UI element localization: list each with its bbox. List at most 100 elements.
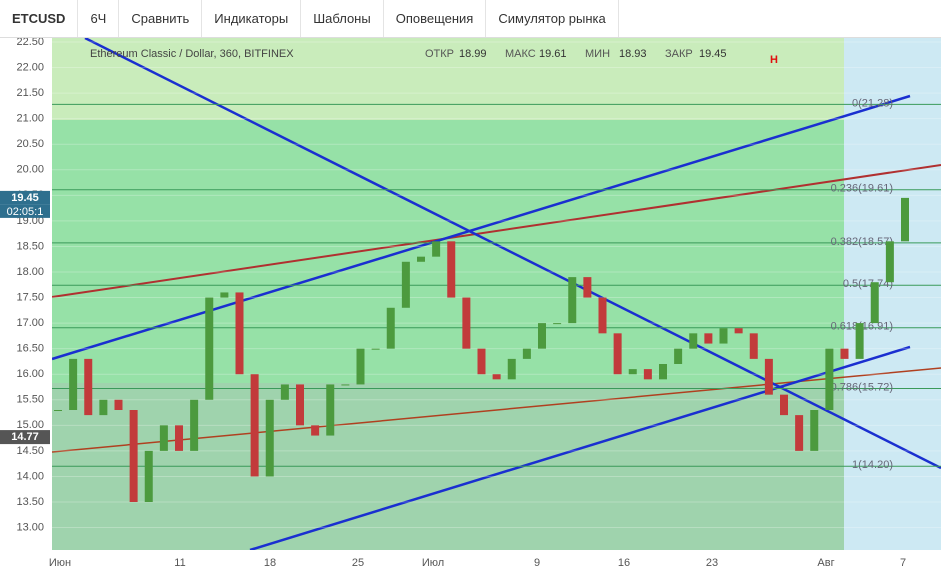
right-zone <box>844 38 941 550</box>
candle <box>522 348 531 359</box>
candle <box>749 333 758 359</box>
y-tick-label: 20.00 <box>16 164 44 176</box>
y-tick-label: 16.00 <box>16 368 44 380</box>
candle <box>417 256 425 262</box>
candle <box>764 358 773 395</box>
tool[interactable]: Сравнить <box>119 0 203 37</box>
candle <box>386 307 395 349</box>
candle <box>477 348 486 375</box>
candle <box>583 277 592 298</box>
price-badge <box>0 430 50 445</box>
legend-label: ОТКР <box>425 48 454 60</box>
x-tick-label: Июл <box>422 557 444 569</box>
chart: Ethereum Classic / Dollar, 360, BITFINEX… <box>0 38 941 571</box>
legend-title: Ethereum Classic / Dollar, 360, BITFINEX <box>90 48 294 60</box>
candle <box>311 425 320 436</box>
fib-label: 0.5(17.74) <box>843 278 893 290</box>
candle <box>674 348 683 364</box>
candle <box>507 358 516 380</box>
tool[interactable]: Оповещения <box>384 0 487 37</box>
candle <box>296 384 304 426</box>
candle <box>356 348 365 385</box>
interval[interactable]: 6Ч <box>78 0 120 37</box>
candle <box>704 333 713 344</box>
candle <box>795 415 804 451</box>
candle <box>326 384 335 436</box>
candle <box>840 348 849 359</box>
x-tick-label: 18 <box>264 557 276 569</box>
candle <box>280 384 289 400</box>
candle <box>855 323 864 359</box>
x-tick-label: 11 <box>174 557 185 569</box>
candle <box>538 323 546 349</box>
candle <box>659 364 667 380</box>
candle <box>901 197 909 242</box>
legend-value: 18.93 <box>619 48 647 60</box>
x-tick-label: 25 <box>352 557 364 569</box>
candle <box>220 292 229 298</box>
price-badge-label: 14.77 <box>11 431 39 443</box>
tool[interactable]: Индикаторы <box>202 0 302 37</box>
candle <box>159 425 168 451</box>
candle <box>69 358 78 410</box>
trend-line <box>84 38 941 470</box>
candle <box>54 410 62 411</box>
candle <box>885 241 894 283</box>
x-tick-label: 7 <box>900 557 906 569</box>
candle <box>190 399 199 451</box>
candle <box>401 261 410 308</box>
price-badge-label: 19.45 <box>11 192 39 204</box>
tool[interactable]: Симулятор рынка <box>486 0 619 37</box>
legend-label: МИН <box>585 48 610 60</box>
y-tick-label: 17.50 <box>16 291 44 303</box>
candle <box>371 348 380 350</box>
price-axis <box>0 38 52 550</box>
candle <box>462 297 471 349</box>
y-tick-label: 15.00 <box>16 419 44 431</box>
candle <box>447 241 456 298</box>
candle <box>780 394 788 416</box>
candle <box>810 410 819 451</box>
legend-label: МАКС <box>505 48 536 60</box>
y-tick-label: 18.50 <box>16 240 44 252</box>
fib-label: 0.236(19.61) <box>831 183 893 195</box>
candle <box>613 333 622 375</box>
candle <box>553 323 562 325</box>
x-tick-label: Июн <box>49 557 71 569</box>
candle <box>719 328 728 344</box>
candle <box>144 450 153 502</box>
candle <box>734 328 743 334</box>
candle <box>265 399 274 477</box>
y-tick-label: 13.00 <box>16 521 44 533</box>
y-tick-label: 17.00 <box>16 317 44 329</box>
trend-line <box>51 94 911 361</box>
symbol[interactable]: ETCUSD <box>0 0 79 37</box>
candle <box>689 333 698 349</box>
y-tick-label: 22.50 <box>16 38 44 48</box>
tool[interactable]: Шаблоны <box>301 0 384 37</box>
price-badge <box>0 190 50 205</box>
candle <box>235 292 244 375</box>
x-tick-label: 16 <box>618 557 630 569</box>
countdown: 02:05:1 <box>7 206 44 218</box>
legend-label: ЗАКР <box>665 48 693 60</box>
legend-value: 19.45 <box>699 48 727 60</box>
candle <box>825 348 834 410</box>
y-tick-label: 20.50 <box>16 138 44 150</box>
candle <box>598 297 607 334</box>
fib-label: 1(14.20) <box>852 459 893 471</box>
x-tick-label: 23 <box>706 557 718 569</box>
candle <box>175 425 183 451</box>
y-tick-label: 21.50 <box>16 87 44 99</box>
marker: H <box>770 54 778 66</box>
legend-value: 19.61 <box>539 48 567 60</box>
y-tick-label: 18.00 <box>16 266 44 278</box>
x-tick-label: Авг <box>817 557 834 569</box>
candle <box>250 374 259 477</box>
candle <box>492 374 501 380</box>
candle <box>205 297 214 400</box>
x-tick-label: 9 <box>534 557 540 569</box>
time-axis <box>0 550 941 571</box>
candle <box>114 399 123 410</box>
